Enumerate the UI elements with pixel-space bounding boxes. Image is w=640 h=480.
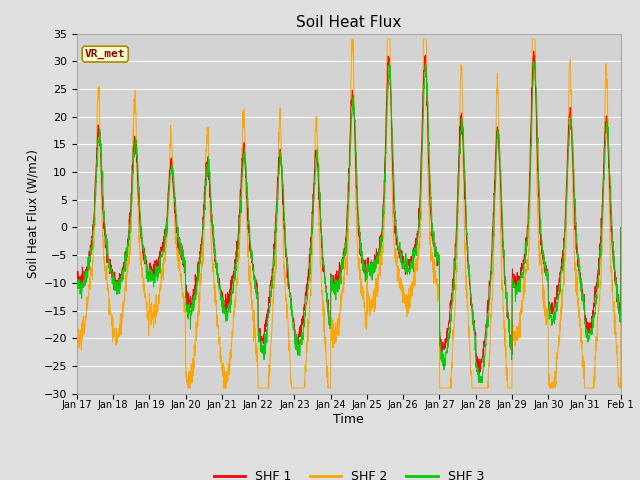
Legend: SHF 1, SHF 2, SHF 3: SHF 1, SHF 2, SHF 3: [209, 465, 489, 480]
Text: VR_met: VR_met: [85, 49, 125, 59]
SHF 1: [476, 374, 483, 380]
SHF 1: [365, 265, 372, 271]
SHF 1: [584, 328, 592, 334]
Y-axis label: Soil Heat Flux (W/m2): Soil Heat Flux (W/m2): [26, 149, 40, 278]
SHF 1: [73, 276, 81, 281]
SHF 1: [376, 242, 384, 248]
SHF 2: [570, 211, 577, 216]
X-axis label: Time: Time: [333, 413, 364, 426]
SHF 3: [73, 281, 81, 287]
Line: SHF 3: SHF 3: [77, 61, 621, 383]
SHF 3: [570, 154, 577, 159]
SHF 2: [508, 385, 515, 391]
SHF 2: [365, 297, 372, 302]
SHF 1: [530, 48, 538, 54]
SHF 3: [508, 341, 515, 347]
SHF 2: [73, 323, 81, 329]
SHF 1: [225, 307, 232, 312]
SHF 2: [348, 36, 356, 42]
SHF 3: [386, 59, 394, 64]
SHF 1: [507, 343, 515, 349]
SHF 2: [225, 361, 232, 367]
Line: SHF 1: SHF 1: [77, 51, 621, 377]
SHF 1: [570, 169, 577, 175]
Line: SHF 2: SHF 2: [77, 39, 621, 388]
SHF 2: [584, 385, 592, 391]
SHF 1: [617, 225, 625, 230]
Title: Soil Heat Flux: Soil Heat Flux: [296, 15, 401, 30]
SHF 3: [376, 248, 384, 254]
SHF 2: [184, 385, 192, 391]
SHF 3: [365, 262, 372, 268]
SHF 2: [377, 248, 385, 253]
SHF 3: [225, 309, 232, 315]
SHF 3: [475, 380, 483, 385]
SHF 2: [617, 225, 625, 230]
SHF 3: [617, 225, 625, 230]
SHF 3: [584, 335, 592, 340]
